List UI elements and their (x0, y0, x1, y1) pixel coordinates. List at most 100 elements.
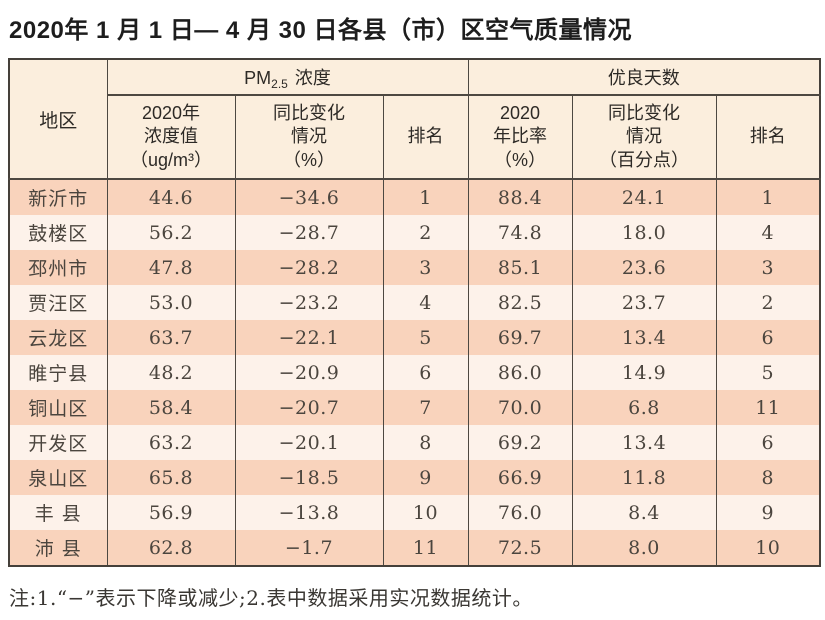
region-cell: 睢宁县 (8, 355, 108, 390)
pm-value-cell: 48.2 (106, 355, 236, 390)
region-cell: 丰 县 (8, 495, 108, 530)
pm-value-cell: 62.8 (106, 530, 236, 566)
good-rank-cell: 5 (715, 355, 821, 390)
col-group-good-days: 优良天数 (467, 59, 821, 96)
region-cell: 云龙区 (8, 320, 108, 355)
good-rank-cell: 6 (715, 425, 821, 460)
pm-value-cell: 56.9 (106, 495, 236, 530)
good-change-cell: 13.4 (571, 320, 717, 355)
pm-change-cell: −20.9 (234, 355, 384, 390)
table-row: 铜山区 58.4 −20.7 7 70.0 6.8 11 (8, 390, 821, 425)
air-quality-table: 地区 PM2.5 浓度 优良天数 2020年 浓度值 （ug/m³） 同比变化 情… (8, 58, 822, 567)
good-change-cell: 14.9 (571, 355, 717, 390)
good-change-cell: 6.8 (571, 390, 717, 425)
table-row: 新沂市 44.6 −34.6 1 88.4 24.1 1 (8, 179, 821, 215)
good-rate-cell: 69.2 (467, 425, 573, 460)
good-rate-cell: 76.0 (467, 495, 573, 530)
good-rank-cell: 10 (715, 530, 821, 566)
pm-change-cell: −1.7 (234, 530, 384, 566)
pm-rank-cell: 2 (382, 215, 469, 250)
table-row: 邳州市 47.8 −28.2 3 85.1 23.6 3 (8, 250, 821, 285)
pm-value-cell: 47.8 (106, 250, 236, 285)
table-row: 云龙区 63.7 −22.1 5 69.7 13.4 6 (8, 320, 821, 355)
pm-value-cell: 65.8 (106, 460, 236, 495)
pm-change-cell: −34.6 (234, 179, 384, 215)
pm-value-cell: 44.6 (106, 179, 236, 215)
table-row: 泉山区 65.8 −18.5 9 66.9 11.8 8 (8, 460, 821, 495)
region-cell: 鼓楼区 (8, 215, 108, 250)
pm-rank-cell: 3 (382, 250, 469, 285)
pm-change-cell: −13.8 (234, 495, 384, 530)
header-sub-row: 2020年 浓度值 （ug/m³） 同比变化 情况 （%） 排名 2020 年比… (9, 95, 821, 180)
pm-rank-cell: 7 (382, 390, 469, 425)
region-cell: 开发区 (8, 425, 108, 460)
table-row: 丰 县 56.9 −13.8 10 76.0 8.4 9 (8, 495, 821, 530)
table-row: 开发区 63.2 −20.1 8 69.2 13.4 6 (8, 425, 821, 460)
good-change-cell: 24.1 (571, 179, 717, 215)
pm-value-cell: 56.2 (106, 215, 236, 250)
good-change-cell: 8.0 (571, 530, 717, 566)
good-rank-cell: 3 (715, 250, 821, 285)
pm-change-cell: −28.2 (234, 250, 384, 285)
pm-value-cell: 53.0 (106, 285, 236, 320)
col-header-pm-value: 2020年 浓度值 （ug/m³） (106, 95, 236, 180)
pm25-prefix: PM (244, 67, 272, 88)
pm-rank-cell: 9 (382, 460, 469, 495)
good-rate-cell: 82.5 (467, 285, 573, 320)
good-rank-cell: 2 (715, 285, 821, 320)
good-rate-cell: 70.0 (467, 390, 573, 425)
table-row: 沛 县 62.8 −1.7 11 72.5 8.0 10 (8, 530, 821, 566)
region-cell: 邳州市 (8, 250, 108, 285)
region-cell: 贾汪区 (8, 285, 108, 320)
good-rank-cell: 8 (715, 460, 821, 495)
table-header: 地区 PM2.5 浓度 优良天数 2020年 浓度值 （ug/m³） 同比变化 情… (8, 59, 821, 180)
good-rank-cell: 1 (715, 179, 821, 215)
col-header-good-rate: 2020 年比率 （%） (467, 95, 573, 180)
good-change-cell: 23.7 (571, 285, 717, 320)
pm-value-cell: 63.2 (106, 425, 236, 460)
pm-change-cell: −18.5 (234, 460, 384, 495)
pm-rank-cell: 8 (382, 425, 469, 460)
footnote: 注:1.“−”表示下降或减少;2.表中数据采用实况数据统计。 (9, 586, 533, 610)
pm-change-cell: −28.7 (234, 215, 384, 250)
good-change-cell: 13.4 (571, 425, 717, 460)
good-rate-cell: 85.1 (467, 250, 573, 285)
pm-rank-cell: 5 (382, 320, 469, 355)
good-rank-cell: 11 (715, 390, 821, 425)
region-cell: 沛 县 (8, 530, 108, 566)
pm-change-cell: −20.7 (234, 390, 384, 425)
pm-rank-cell: 6 (382, 355, 469, 390)
good-rank-cell: 9 (715, 495, 821, 530)
good-rate-cell: 72.5 (467, 530, 573, 566)
pm25-subscript: 2.5 (271, 76, 288, 91)
region-cell: 铜山区 (8, 390, 108, 425)
pm-change-cell: −20.1 (234, 425, 384, 460)
good-rank-cell: 4 (715, 215, 821, 250)
table-row: 鼓楼区 56.2 −28.7 2 74.8 18.0 4 (8, 215, 821, 250)
col-header-pm-change: 同比变化 情况 （%） (234, 95, 384, 180)
good-change-cell: 11.8 (571, 460, 717, 495)
page-title: 2020年 1 月 1 日— 4 月 30 日各县（市）区空气质量情况 (9, 17, 632, 44)
col-group-pm25: PM2.5 浓度 (106, 59, 469, 96)
pm-value-cell: 63.7 (106, 320, 236, 355)
pm-rank-cell: 11 (382, 530, 469, 566)
pm-change-cell: −22.1 (234, 320, 384, 355)
header-group-row: 地区 PM2.5 浓度 优良天数 (8, 59, 821, 180)
col-header-good-change: 同比变化 情况 （百分点） (571, 95, 717, 180)
good-rate-cell: 86.0 (467, 355, 573, 390)
good-rate-cell: 88.4 (467, 179, 573, 215)
good-change-cell: 18.0 (571, 215, 717, 250)
pm-rank-cell: 10 (382, 495, 469, 530)
col-header-pm-rank: 排名 (382, 95, 469, 180)
region-cell: 新沂市 (8, 179, 108, 215)
good-change-cell: 8.4 (571, 495, 717, 530)
pm-rank-cell: 4 (382, 285, 469, 320)
region-cell: 泉山区 (8, 460, 108, 495)
table-row: 贾汪区 53.0 −23.2 4 82.5 23.7 2 (8, 285, 821, 320)
good-change-cell: 23.6 (571, 250, 717, 285)
good-rate-cell: 69.7 (467, 320, 573, 355)
good-rate-cell: 74.8 (467, 215, 573, 250)
pm-rank-cell: 1 (382, 179, 469, 215)
table-body: 新沂市 44.6 −34.6 1 88.4 24.1 1 鼓楼区 56.2 −2… (8, 179, 821, 566)
